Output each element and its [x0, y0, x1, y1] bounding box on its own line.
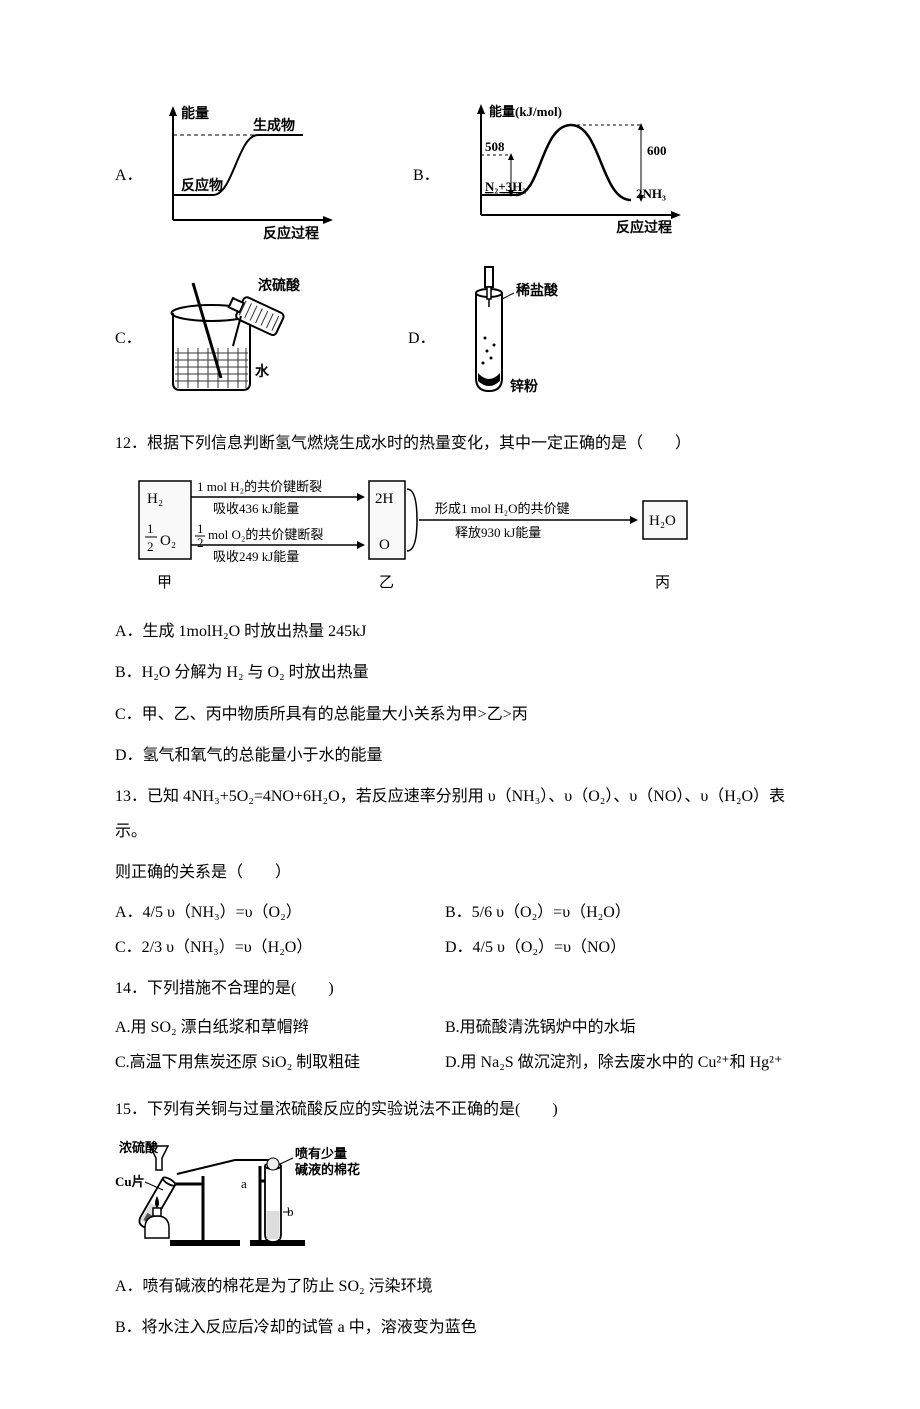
q11-B-600: 600	[647, 143, 667, 158]
q11-B-yaxis: 能量(kJ/mol)	[489, 104, 562, 119]
q15-cotton2: 碱液的棉花	[295, 1162, 360, 1177]
q12-a2-frac-num: 1	[197, 521, 204, 536]
q12-frac-den: 2	[147, 539, 154, 554]
q12-a3-top: 形成1 mol H₂O的共价键	[435, 501, 570, 516]
q12-A: A．生成 1molH₂O 时放出热量 245kJ	[115, 614, 810, 649]
q13-B: B．5/6 υ（O₂）=υ（H₂O）	[445, 895, 810, 930]
q13-stem2: 则正确的关系是（ ）	[115, 855, 810, 890]
q13-opts: A．4/5 υ（NH₃）=υ（O₂） B．5/6 υ（O₂）=υ（H₂O） C．…	[115, 895, 810, 965]
q14-opts: A.用 SO₂ 漂白纸浆和草帽辫 B.用硫酸清洗锅炉中的水垢 C.高温下用焦炭还…	[115, 1010, 810, 1080]
q12-a1-bot: 吸收436 kJ能量	[213, 501, 299, 516]
q12-left-bot: O₂	[160, 533, 176, 549]
q15-cu: Cu片	[115, 1174, 145, 1189]
q12-a2-top: mol O₂的共价键断裂	[208, 527, 323, 542]
q12-B: B．H₂O 分解为 H₂ 与 O₂ 时放出热量	[115, 655, 810, 690]
q11-A-yaxis: 能量	[181, 105, 209, 122]
q12-a1-top: 1 mol H₂的共价键断裂	[197, 479, 322, 494]
q11-D-metal: 锌粉	[510, 378, 538, 395]
q12-a3-bot: 释放930 kJ能量	[455, 525, 541, 540]
q12-diagram: H₂ 1 2 O₂ 1 mol H₂的共价键断裂 吸收436 kJ能量 1 2 …	[135, 475, 810, 600]
q14-B: B.用硫酸清洗锅炉中的水垢	[445, 1010, 810, 1045]
q15-a: a	[241, 1176, 247, 1191]
q13-D: D．4/5 υ（O₂）=υ（NO）	[445, 930, 810, 965]
q13-C: C．2/3 υ（NH₃）=υ（H₂O）	[115, 930, 445, 965]
q13-stem1: 13．已知 4NH₃+5O₂=4NO+6H₂O，若反应速率分别用 υ（NH₃）、…	[115, 779, 810, 849]
q12-C: C．甲、乙、丙中物质所具有的总能量大小关系为甲>乙>丙	[115, 697, 810, 732]
q11-C-acid: 浓硫酸	[258, 277, 301, 294]
q11-A-products: 生成物	[253, 117, 295, 134]
q11-C-label: C．	[115, 324, 143, 348]
q14-D: D.用 Na₂S 做沉淀剂，除去废水中的 Cu²⁺和 Hg²⁺	[445, 1045, 810, 1080]
q12-left-top: H₂	[147, 491, 163, 507]
q11-A-xaxis: 反应过程	[263, 225, 319, 240]
q11-C-figure: 浓硫酸 水	[143, 268, 318, 403]
q14-stem: 14．下列措施不合理的是( )	[115, 971, 810, 1006]
q11-B-figure: 508 600 能量(kJ/mol) N₂+3H₂ 2NH₃ 反应过程	[441, 100, 691, 245]
svg-text:2: 2	[197, 535, 204, 550]
q12-lab-right: 丙	[655, 575, 670, 591]
q12-mid-bot: O	[379, 537, 390, 553]
q11-A-label: A．	[115, 161, 143, 185]
q11-B-right-species: 2NH₃	[636, 186, 666, 201]
q11-A-figure: 能量 生成物 反应物 反应过程	[143, 100, 343, 245]
q11-row-cd: C．	[115, 263, 810, 408]
q13-A: A．4/5 υ（NH₃）=υ（O₂）	[115, 895, 445, 930]
q12-frac-num: 1	[147, 521, 154, 536]
q12-stem: 12．根据下列信息判断氢气燃烧生成水时的热量变化，其中一定正确的是（ ）	[115, 426, 810, 461]
q15-diagram: 浓硫酸 Cu片 喷有少量 碱液的棉花 a b	[115, 1136, 810, 1261]
q11-B-xaxis: 反应过程	[616, 219, 672, 236]
q15-B: B．将水注入反应后冷却的试管 a 中，溶液变为蓝色	[115, 1310, 810, 1345]
q12-right: H₂O	[649, 513, 676, 529]
q12-D: D．氢气和氧气的总能量小于水的能量	[115, 738, 810, 773]
q12-lab-left: 甲	[157, 575, 172, 591]
q11-D-label: D．	[408, 324, 436, 348]
q15-acid: 浓硫酸	[119, 1140, 159, 1155]
q15-stem: 15．下列有关铜与过量浓硫酸反应的实验说法不正确的是( )	[115, 1092, 810, 1127]
q12-lab-mid: 乙	[379, 575, 394, 591]
q15-cotton1: 喷有少量	[295, 1146, 347, 1161]
q15-A: A．喷有碱液的棉花是为了防止 SO₂ 污染环境	[115, 1269, 810, 1304]
q11-B-label: B．	[413, 161, 441, 185]
q12-mid-top: 2H	[375, 491, 394, 507]
q11-A-reactants: 反应物	[181, 177, 223, 194]
q12-a2-bot: 吸收249 kJ能量	[213, 549, 299, 564]
q11-D-acid: 稀盐酸	[516, 282, 559, 299]
q11-row-ab: A． 能量 生成物 反应物 反应过程 B．	[115, 100, 810, 245]
q11-C-water: 水	[255, 363, 270, 380]
q14-A: A.用 SO₂ 漂白纸浆和草帽辫	[115, 1010, 445, 1045]
exam-page: A． 能量 生成物 反应物 反应过程 B．	[0, 0, 920, 1409]
q11-B-left-species: N₂+3H₂	[485, 179, 526, 194]
q11-B-508: 508	[485, 139, 505, 154]
q14-C: C.高温下用焦炭还原 SiO₂ 制取粗硅	[115, 1045, 445, 1080]
q11-D-figure: 稀盐酸 锌粉	[436, 263, 586, 408]
